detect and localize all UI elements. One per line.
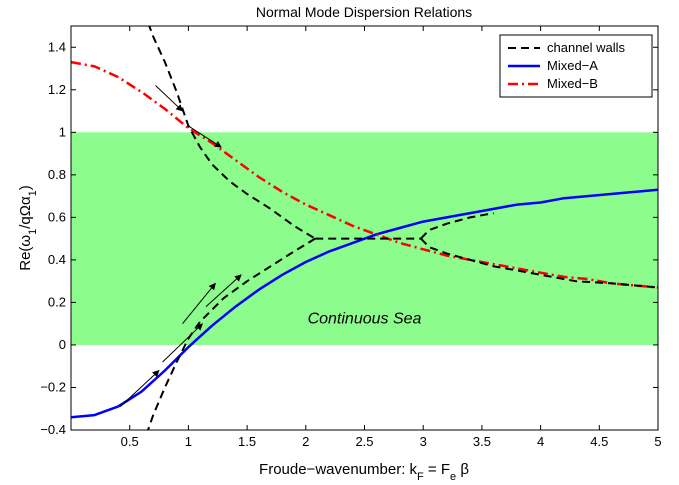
continuous-sea-label: Continuous Sea (308, 311, 422, 328)
y-tick-label: 0 (59, 337, 66, 352)
x-tick-label: 3.5 (473, 434, 491, 449)
legend-label-channel-walls: channel walls (547, 40, 626, 55)
flow-arrow-5 (205, 274, 242, 308)
flow-arrow-4 (182, 282, 216, 324)
y-tick-label: −0.2 (40, 379, 66, 394)
y-axis-ticks: −0.4 −0.2 0 0.2 0.4 0.6 0.8 1 1.2 1.4 (40, 39, 658, 437)
y-tick-label: 1.4 (48, 39, 66, 54)
legend-label-mixed-b: Mixed−B (547, 76, 598, 91)
y-axis-label: Re(ω1/qΩα1) (17, 185, 39, 271)
y-tick-label: 1 (59, 124, 66, 139)
y-tick-label: 0.8 (48, 167, 66, 182)
x-tick-label: 5 (654, 434, 661, 449)
x-tick-label: 2 (302, 434, 309, 449)
series-line-channel-walls-3 (146, 237, 316, 430)
x-tick-label: 4 (537, 434, 544, 449)
x-axis-label: Froude−wavenumber: kF = Fe β (259, 461, 469, 483)
x-tick-label: 3 (420, 434, 427, 449)
series-line-channel-walls-4 (420, 212, 494, 240)
y-tick-label: 1.2 (48, 82, 66, 97)
flow-arrow-2 (119, 369, 160, 407)
y-tick-label: 0.6 (48, 209, 66, 224)
x-tick-label: 1.5 (238, 434, 256, 449)
series-line-mixed-a (71, 188, 658, 419)
flow-arrow-3 (162, 323, 203, 363)
chart-title: Normal Mode Dispersion Relations (256, 4, 472, 20)
series-layer (71, 26, 658, 430)
series-line-channel-walls-2 (420, 237, 658, 289)
flow-arrow-1 (188, 125, 222, 148)
flow-arrow-0 (155, 85, 184, 112)
series-line-mixed-b (71, 60, 658, 289)
x-tick-label: 0.5 (121, 434, 139, 449)
plot-frame (70, 25, 659, 431)
legend-label-mixed-a: Mixed−A (547, 58, 598, 73)
y-tick-label: 0.4 (48, 252, 66, 267)
y-tick-label: 0.2 (48, 294, 66, 309)
legend: channel walls Mixed−A Mixed−B (499, 34, 653, 98)
arrow-layer (119, 85, 242, 407)
x-tick-label: 4.5 (590, 434, 608, 449)
x-tick-label: 1 (185, 434, 192, 449)
series-line-channel-walls-0 (148, 26, 316, 240)
x-tick-label: 2.5 (355, 434, 373, 449)
y-tick-label: −0.4 (40, 422, 66, 437)
x-axis-ticks: 0.5 1 1.5 2 2.5 3 3.5 4 4.5 5 (121, 26, 662, 449)
